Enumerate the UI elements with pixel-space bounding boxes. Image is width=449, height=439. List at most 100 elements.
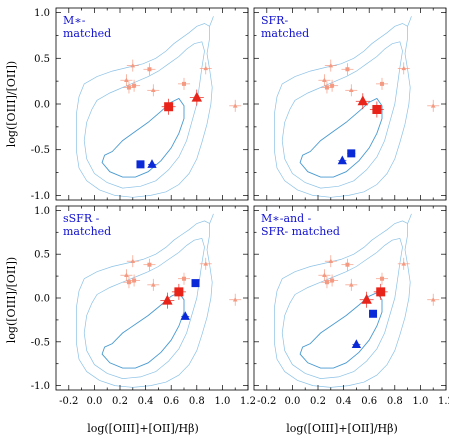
x-tick-label: 0.8 — [387, 396, 403, 407]
stack-point — [174, 287, 184, 297]
matched-point — [191, 279, 200, 288]
contour-middle — [281, 237, 403, 379]
panel-mass-matched: -1.0 -0.5 0.0 0.5 1.0 M∗-matched — [31, 7, 249, 202]
contour-outer — [274, 23, 411, 198]
individual-point — [150, 282, 156, 287]
x-tick-label: 0.4 — [138, 396, 154, 407]
individual-point — [322, 272, 327, 277]
contour-inner — [299, 292, 383, 369]
individual-point — [380, 81, 384, 86]
x-tick-label: 0.6 — [163, 396, 179, 407]
individual-point — [182, 81, 186, 86]
individual-point — [232, 103, 238, 108]
x-axis-label-right: log([OIII]+[OII]/Hβ) — [286, 422, 398, 435]
y-tick-label: -0.5 — [31, 337, 50, 348]
panel-title-line: SFR- — [261, 14, 288, 27]
individual-point — [430, 297, 436, 302]
x-tick-label: 0.2 — [310, 396, 326, 407]
panel-title-line: SFR- matched — [261, 225, 340, 238]
y-tick-label: -1.0 — [31, 191, 50, 202]
contour-outer — [274, 220, 411, 388]
individual-point — [182, 276, 186, 281]
x-tick-label: 0.2 — [112, 396, 128, 407]
individual-point — [147, 262, 152, 267]
individual-point — [401, 65, 407, 71]
panel-title-line: M∗- — [63, 14, 86, 27]
individual-point — [130, 62, 136, 68]
panel-title-line: matched — [63, 225, 111, 238]
individual-point — [126, 85, 131, 90]
contour-outer — [76, 23, 213, 198]
individual-point — [348, 87, 354, 93]
x-tick-label: 0.0 — [284, 396, 300, 407]
individual-point — [324, 85, 329, 90]
matched-point — [351, 339, 362, 348]
x-tick-label: -0.2 — [59, 396, 78, 407]
y-tick-label: 0.5 — [34, 54, 50, 65]
stack-point — [162, 294, 173, 305]
x-tick-label: 0.8 — [189, 396, 205, 407]
individual-point — [126, 280, 131, 285]
matched-point — [337, 155, 347, 165]
individual-point — [330, 83, 335, 88]
contour-middle — [83, 237, 205, 379]
individual-point — [132, 83, 137, 88]
contour-spur — [209, 213, 214, 224]
y-axis-label-top: log([OIII]/[OII]) — [5, 61, 18, 147]
individual-point — [203, 261, 209, 266]
x-axis-label-left: log([OIII]+[OII]/Hβ) — [87, 422, 199, 435]
contour-inner — [101, 292, 185, 369]
individual-point — [345, 67, 350, 72]
x-tick-label: 0.4 — [336, 396, 352, 407]
y-tick-label: -0.5 — [31, 145, 50, 156]
x-tick-label: 0.6 — [361, 396, 377, 407]
matched-point — [180, 311, 190, 320]
x-tick-label: 1.0 — [412, 396, 428, 407]
contour-spur — [407, 16, 412, 27]
stack-point — [376, 287, 386, 297]
individual-point — [130, 258, 136, 263]
contour-spur — [209, 16, 214, 27]
stack-point — [191, 91, 203, 102]
stack-point — [361, 293, 372, 304]
individual-point — [380, 276, 384, 281]
panel-title-line: sSFR - — [63, 212, 100, 225]
y-tick-label: 0.0 — [34, 294, 50, 305]
individual-point — [348, 282, 354, 287]
matched-point — [347, 149, 356, 158]
stack-point — [372, 104, 382, 114]
panel-sfr-matched: SFR-matched — [253, 7, 447, 201]
individual-point — [328, 62, 334, 68]
matched-point — [136, 160, 145, 169]
panel-title-line: matched — [63, 27, 111, 40]
individual-point — [150, 87, 156, 93]
individual-point — [132, 278, 137, 283]
individual-point — [324, 280, 329, 285]
contour-inner — [299, 97, 383, 178]
y-tick-label: 1.0 — [34, 206, 50, 217]
x-tick-label: -0.2 — [257, 396, 276, 407]
x-tick-label: 1.0 — [214, 396, 230, 407]
individual-point — [124, 272, 129, 277]
individual-point — [430, 103, 436, 108]
contour-inner — [101, 97, 185, 178]
y-tick-label: -1.0 — [31, 381, 50, 392]
individual-point — [322, 77, 327, 82]
stack-point — [357, 95, 369, 106]
stack-point — [164, 102, 174, 112]
x-tick-label: 1.2 — [438, 396, 449, 407]
matched-point — [147, 159, 157, 168]
panel-mass-and-sfr-matched: -0.2 0.0 0.2 0.4 0.6 0.8 1.0 1.2 M∗-and -SFR- ma… — [253, 205, 449, 407]
contour-spur — [407, 213, 412, 224]
individual-point — [330, 278, 335, 283]
panel-title-line: matched — [261, 27, 309, 40]
individual-point — [328, 258, 334, 263]
individual-point — [203, 65, 209, 71]
x-tick-label: 1.2 — [240, 396, 256, 407]
individual-point — [401, 261, 407, 266]
panel-title-line: M∗-and - — [261, 212, 312, 225]
y-tick-label: 0.0 — [34, 100, 50, 111]
x-tick-label: 0.0 — [86, 396, 102, 407]
y-tick-label: 1.0 — [34, 8, 50, 19]
